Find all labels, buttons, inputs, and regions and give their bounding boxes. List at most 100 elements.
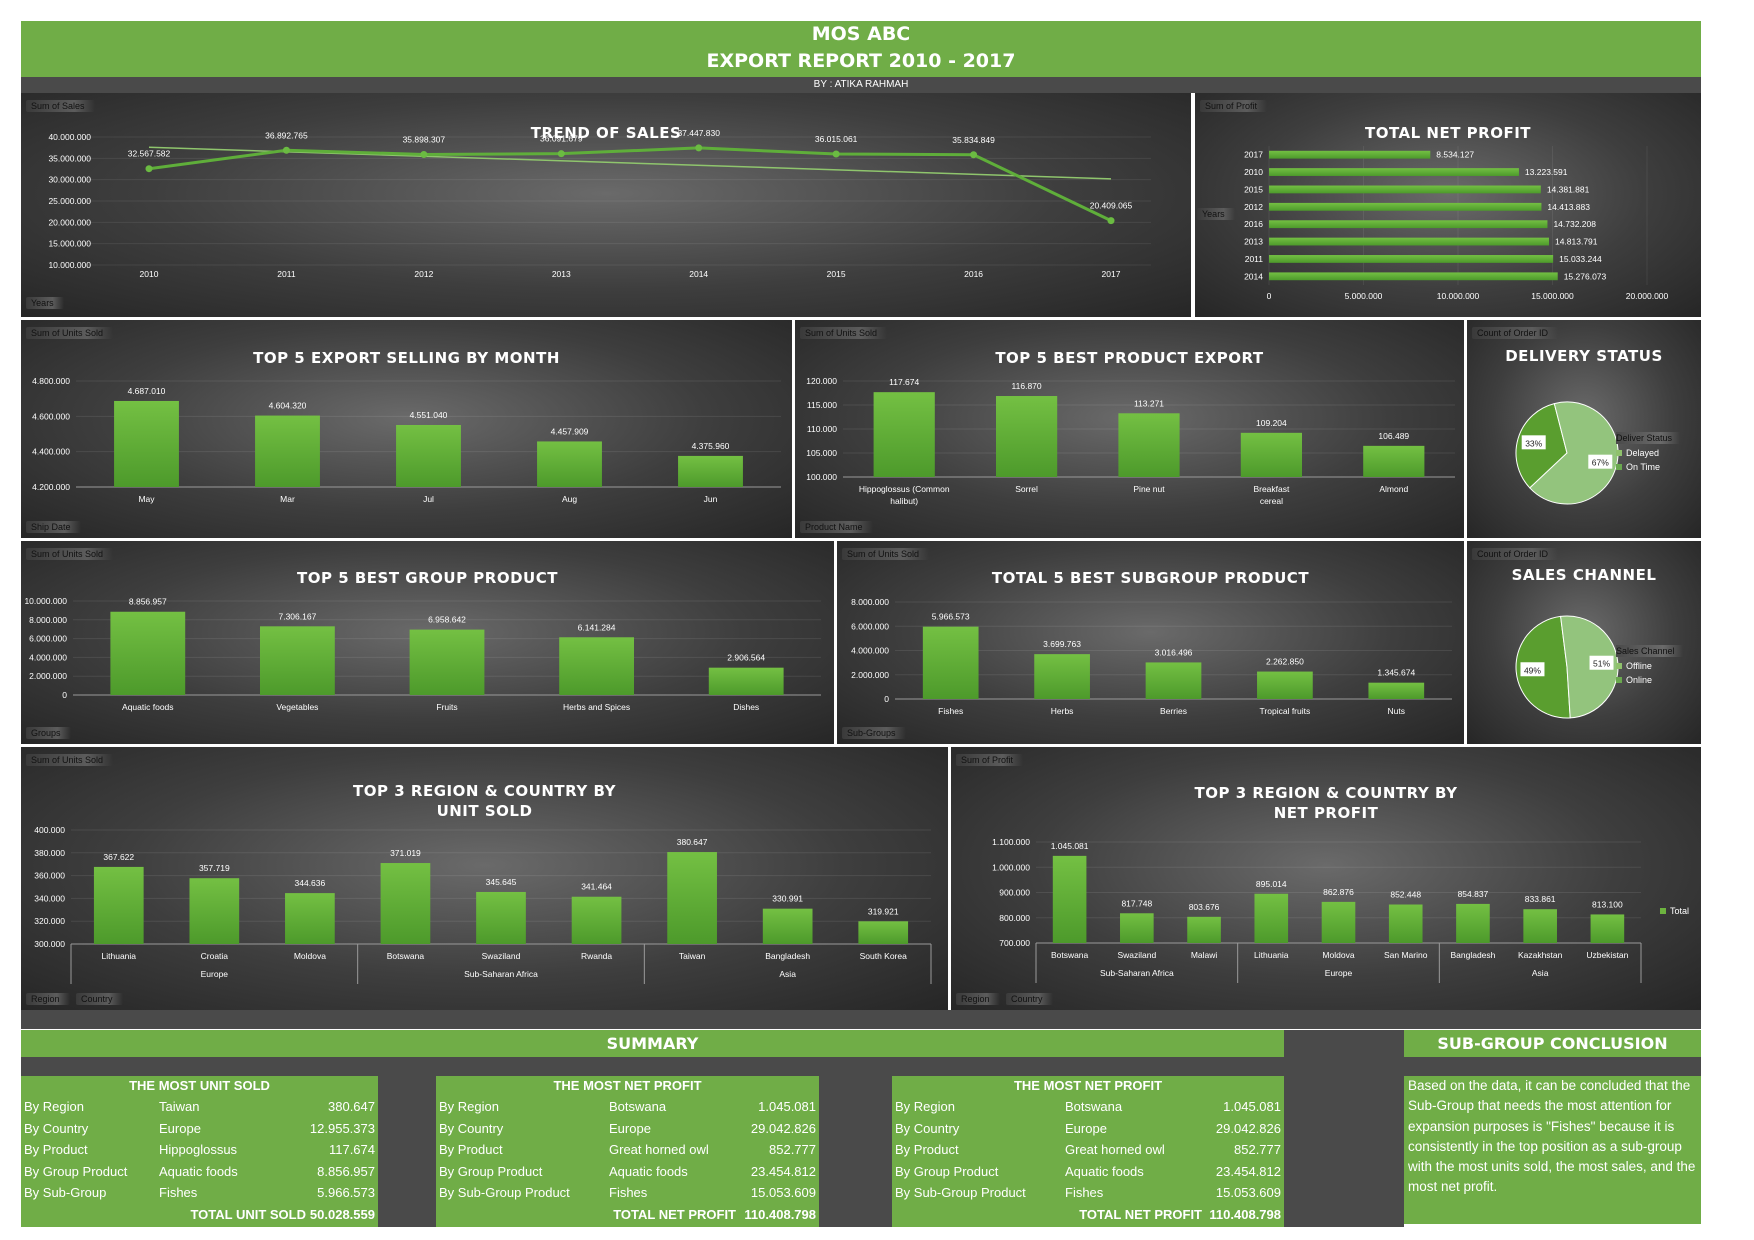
total-value: 110.408.798	[744, 1206, 816, 1222]
data-label: 854.837	[1458, 889, 1489, 899]
data-label: 116.870	[1012, 381, 1042, 391]
bar	[1269, 150, 1431, 159]
row-value: 15.053.609	[750, 1185, 816, 1200]
data-label: 106.489	[1378, 431, 1409, 441]
data-label: 14.732.208	[1553, 219, 1596, 229]
bar	[1240, 432, 1302, 477]
row-value: 380.647	[328, 1099, 375, 1114]
summary-separator	[21, 1010, 1701, 1029]
row-value: 1.045.081	[758, 1099, 816, 1114]
x-tick-label: Kazakhstan	[1518, 950, 1563, 960]
x-tick-label: 2017	[1102, 269, 1121, 279]
row-value: 8.856.957	[317, 1163, 375, 1179]
y-tick-label: 340.000	[34, 893, 65, 903]
data-point	[970, 151, 978, 159]
data-label: 117.674	[889, 377, 919, 387]
summary-col-gap-1	[378, 1076, 436, 1227]
value-field-tag: Count of Order ID	[1472, 548, 1559, 560]
axis-field-tag: Sub-Groups	[842, 727, 906, 739]
axis-field-tag: Years	[1197, 208, 1235, 220]
legend-item: Delayed	[1616, 448, 1680, 458]
y-tick-label: 4.600.000	[32, 411, 70, 421]
row-item: Fishes	[1065, 1185, 1104, 1200]
axis-field-tag: Groups	[26, 727, 71, 739]
x-tick-label: Rwanda	[581, 951, 612, 961]
summary-table-profit-1: THE MOST NET PROFIT By Region Botswana 1.0…	[436, 1076, 819, 1227]
data-point	[1107, 217, 1115, 225]
y-tick-label: 2012	[1244, 202, 1263, 212]
x-tick-label: Tropical fruits	[1260, 706, 1311, 716]
value-field-tag: Sum of Units Sold	[842, 548, 930, 560]
x-tick-label: halibut)	[890, 496, 918, 506]
y-tick-label: 2017	[1244, 150, 1263, 160]
bar	[559, 637, 634, 695]
data-label: 14.413.883	[1547, 202, 1590, 212]
x-tick-label: 2012	[414, 269, 433, 279]
y-tick-label: 20.000.000	[48, 217, 91, 227]
report-banner: MOS ABC EXPORT REPORT 2010 - 2017	[21, 21, 1701, 77]
data-label: 803.676	[1189, 902, 1220, 912]
row-item: Europe	[159, 1120, 201, 1136]
x-tick-label: Vegetables	[276, 702, 318, 712]
data-label: 35.834.849	[952, 135, 995, 145]
row-item: Europe	[609, 1120, 651, 1136]
bar	[1321, 901, 1356, 943]
table-row: By Country Europe 29.042.826	[892, 1118, 1284, 1140]
bar	[667, 852, 717, 944]
total-label: TOTAL UNIT SOLD	[190, 1206, 306, 1222]
bar	[409, 629, 485, 695]
product-svg: 100.000 105.000 110.000 115.000 120.000 117.6…	[806, 376, 1455, 506]
total-row: TOTAL NET PROFIT 110.408.798	[436, 1204, 819, 1226]
data-label: 895.014	[1256, 879, 1287, 889]
total-value: 50.028.559	[309, 1206, 375, 1222]
data-label: 35.898.307	[403, 135, 446, 145]
data-point	[832, 150, 840, 158]
data-label: 833.861	[1525, 894, 1556, 904]
total-value: 110.408.798	[1209, 1206, 1281, 1222]
x-tick-label: 2015	[827, 269, 846, 279]
data-point	[557, 150, 565, 158]
bar	[1388, 904, 1423, 943]
pie-label-box	[1589, 655, 1614, 670]
netprofit-svg: 0 5.000.000 10.000.000 15.000.000 20.000.000…	[1244, 146, 1669, 301]
data-label: 2.906.564	[727, 653, 765, 663]
bar	[996, 396, 1058, 477]
bar	[1145, 662, 1202, 699]
row-item: Great horned owl	[609, 1142, 709, 1157]
x-tick-label: Nuts	[1388, 706, 1405, 716]
table-row: By Country Europe 29.042.826	[436, 1118, 819, 1140]
chart-title: TOP 3 REGION & COUNTRY BY	[1194, 784, 1458, 802]
table-row: By Region Botswana 1.045.081	[892, 1096, 1284, 1118]
y-tick-label: 2016	[1244, 219, 1263, 229]
row-label: By Product	[24, 1142, 88, 1157]
row-item: Great horned owl	[1065, 1142, 1165, 1157]
row-label: By Region	[895, 1099, 955, 1114]
region-profit-chart: 700.000 800.000 900.000 1.000.000 1.100.000 1…	[951, 747, 1701, 1010]
total-row: TOTAL NET PROFIT 110.408.798	[892, 1204, 1284, 1226]
pie-label: 49%	[1524, 665, 1541, 675]
axis-field-tag: Product Name	[800, 521, 873, 533]
top5-subgroup-chart: 0 2.000.000 4.000.000 6.000.000 8.000.000 5.9…	[837, 541, 1464, 744]
chart-title: SALES CHANNEL	[1511, 566, 1657, 584]
data-label: 20.409.065	[1090, 201, 1133, 211]
data-label: 4.375.960	[692, 441, 730, 451]
x-tick-label: Moldova	[1322, 950, 1354, 960]
x-tick-label: 0	[1267, 291, 1272, 301]
row-value: 15.053.609	[1215, 1185, 1281, 1200]
value-field-tag: Sum of Units Sold	[26, 754, 114, 766]
sales-channel-chart: 49% 51% SALES CHANNEL Count of Order ID Sale…	[1467, 541, 1701, 744]
data-label: 36.091.679	[540, 134, 583, 144]
bar	[1269, 272, 1558, 281]
group-label: Europe	[1325, 968, 1353, 978]
data-label: 8.534.127	[1436, 150, 1474, 160]
legend-item: On Time	[1616, 462, 1680, 472]
pie-label-box	[1588, 454, 1613, 469]
top5-product-chart: 100.000 105.000 110.000 115.000 120.000 117.6…	[795, 320, 1464, 538]
total-label: TOTAL NET PROFIT	[613, 1206, 736, 1222]
value-field-tag: Sum of Units Sold	[26, 548, 114, 560]
bar	[1052, 855, 1087, 943]
table-row: By Product Great horned owl 852.777	[892, 1139, 1284, 1161]
top5-group-chart: 0 2.000.000 4.000.000 6.000.000 8.000.000 10.…	[21, 541, 834, 744]
summary-col-gap-2	[819, 1076, 892, 1227]
bar	[1269, 168, 1519, 176]
